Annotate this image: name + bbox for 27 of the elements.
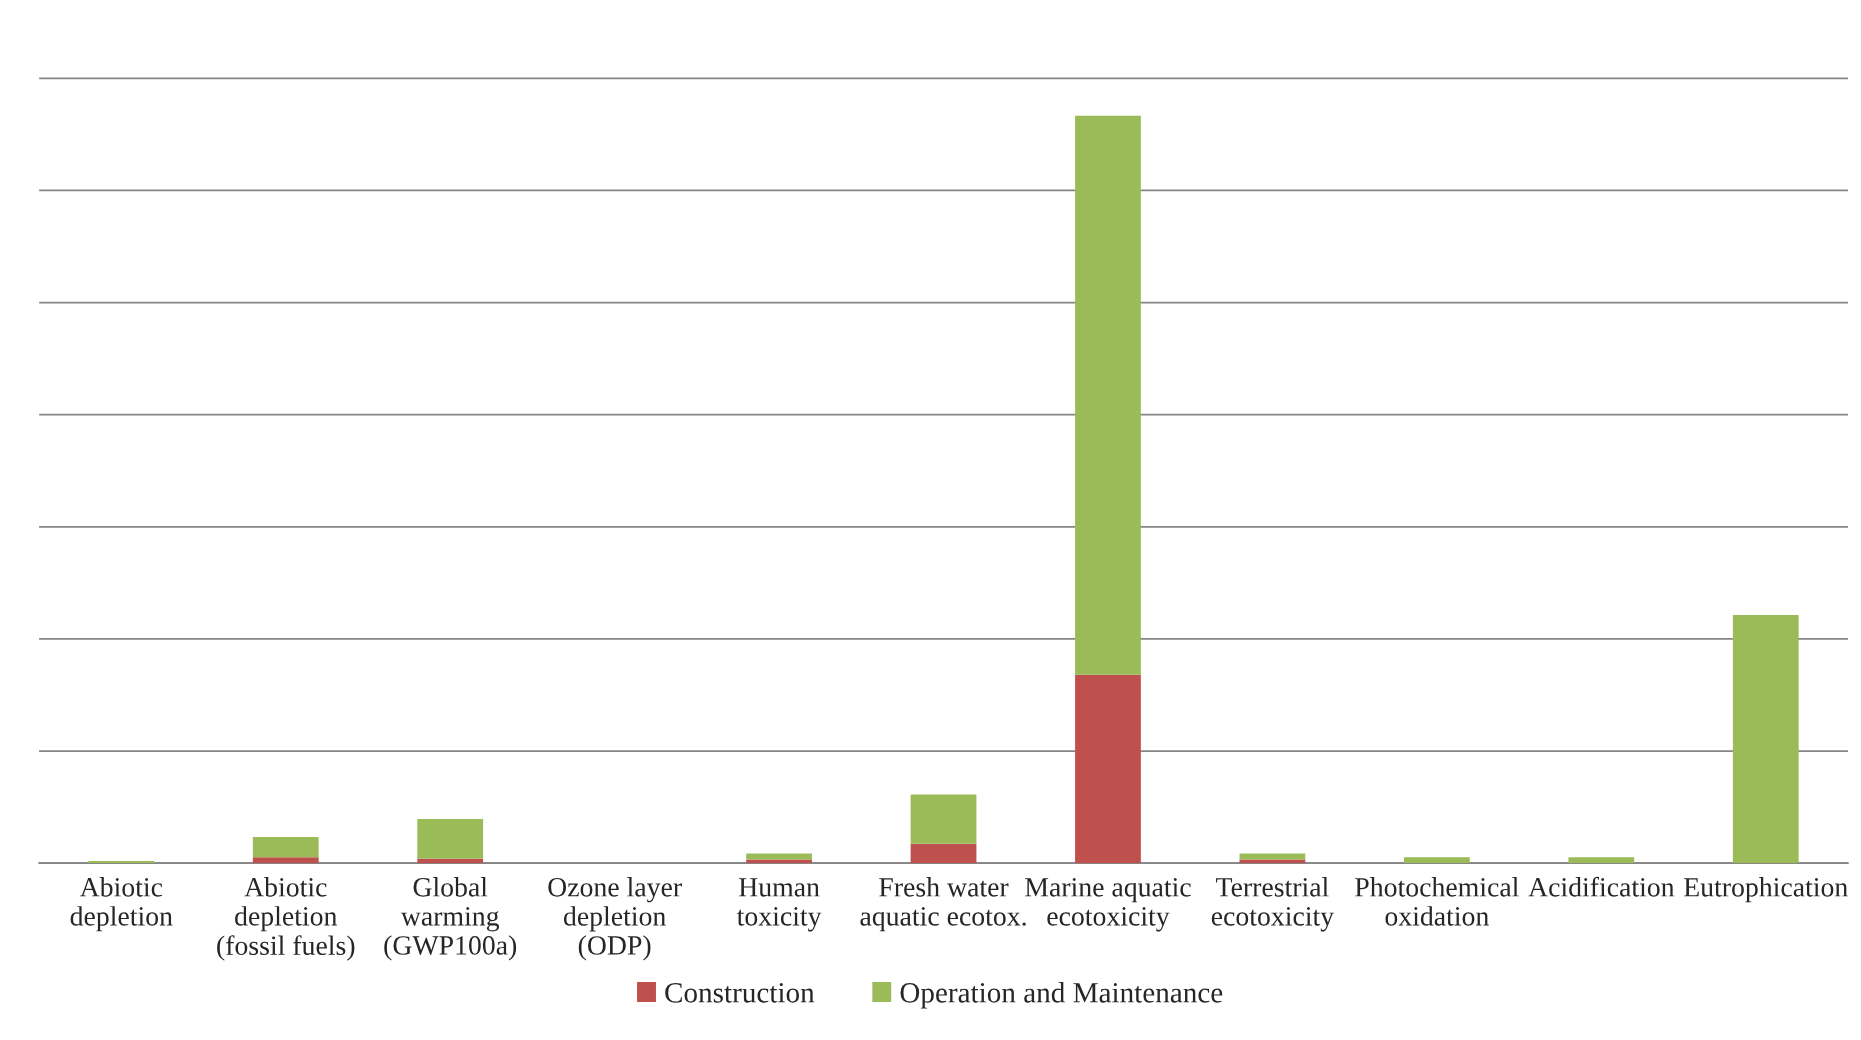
bar [910, 794, 977, 844]
x-tick-label: Fresh water aquatic ecotox. [860, 877, 1026, 932]
bar [1075, 674, 1141, 864]
bar [1075, 115, 1141, 675]
bar [746, 853, 812, 860]
bar [252, 837, 319, 858]
x-tick-label: Photochemical oxidation [1355, 877, 1519, 926]
legend-label: Construction [665, 983, 815, 1003]
x-tick-label: Abiotic depletion (fossil fuels) [217, 877, 355, 961]
bar [252, 857, 319, 864]
bar [910, 843, 977, 864]
bar [1239, 859, 1306, 864]
bar [1732, 615, 1799, 864]
x-tick-label: Ozone layer depletion (ODP) [548, 877, 682, 961]
bar [1403, 857, 1470, 864]
x-tick-label: Abiotic depletion [70, 877, 173, 932]
legend-label: Operation and Maintenance [900, 982, 1223, 1009]
x-tick-label: Terrestrial ecotoxicity [1211, 877, 1335, 932]
bar [1239, 853, 1306, 860]
x-tick-label: Global warming (GWP100a) [384, 877, 517, 961]
x-tick-label: Eutrophication [1684, 877, 1848, 903]
x-tick-label: Human toxicity [736, 878, 822, 932]
bar [417, 819, 484, 859]
bar [1568, 857, 1635, 864]
bar [746, 859, 812, 864]
x-tick-label: Acidification [1528, 876, 1675, 897]
x-tick-label: Marine aquatic ecotoxicity [1025, 877, 1191, 932]
